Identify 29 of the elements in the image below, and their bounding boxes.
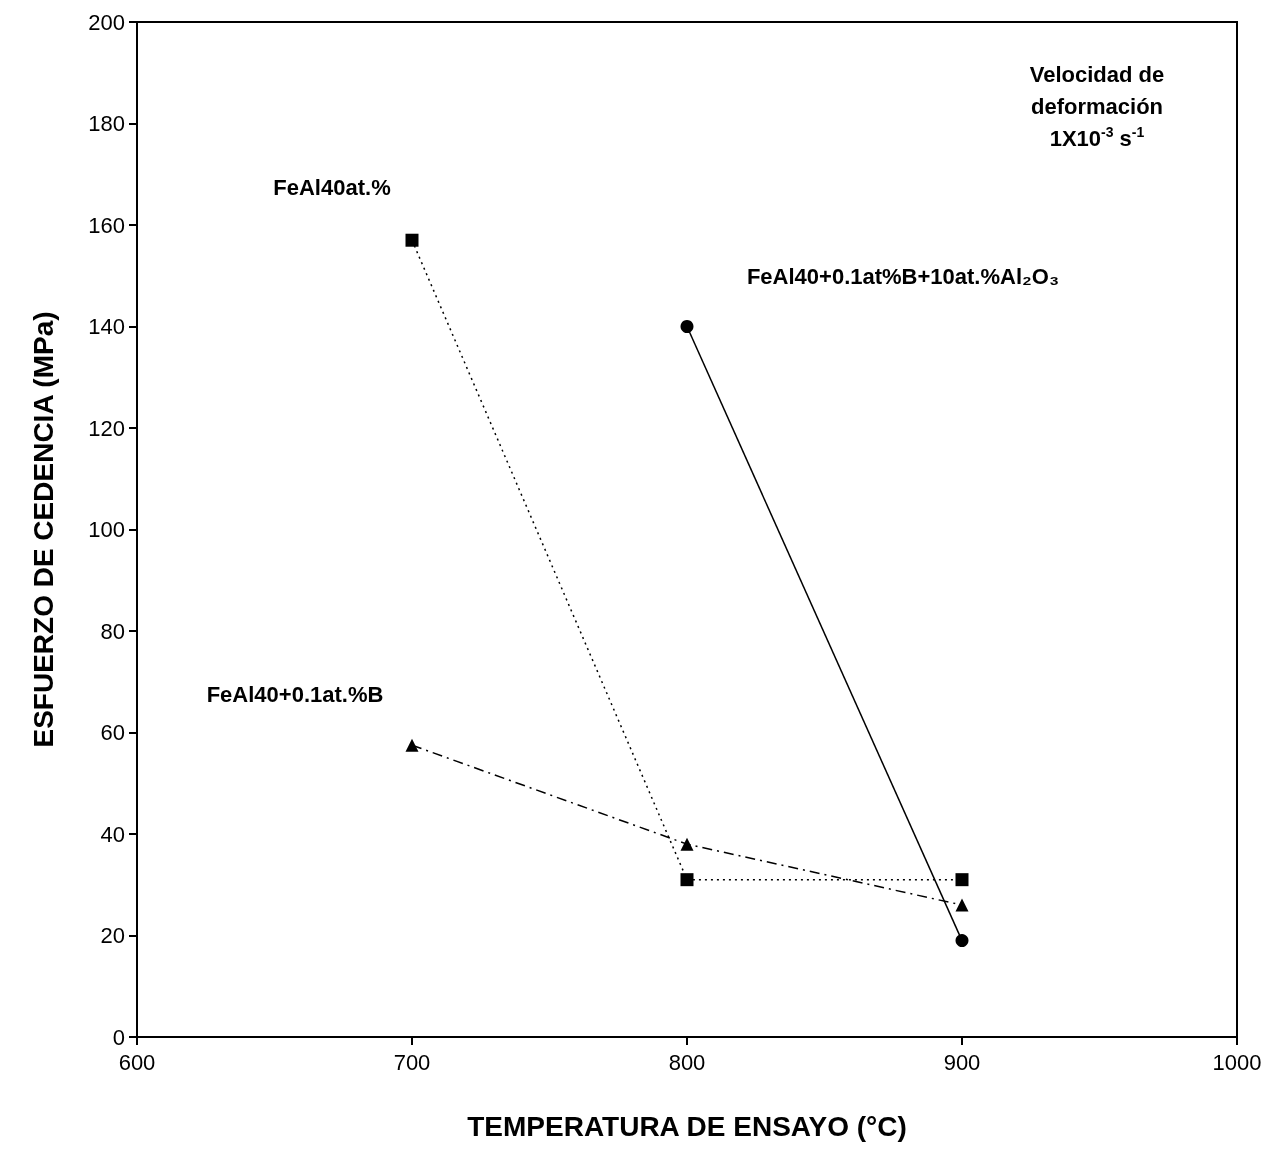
point xyxy=(955,898,969,912)
series-label: FeAl40+0.1at.%B xyxy=(206,682,384,708)
point xyxy=(680,320,694,333)
y-tick-label: 60 xyxy=(100,720,125,745)
y-tick-label: 80 xyxy=(100,618,125,644)
y-tick-label: 160 xyxy=(88,212,125,238)
point xyxy=(955,934,969,948)
y-tick-label: 140 xyxy=(88,314,125,339)
y-tick-label: 120 xyxy=(88,415,125,441)
point xyxy=(680,873,694,887)
y-tick-label: 0 xyxy=(112,1024,125,1050)
y-tick-label: 40 xyxy=(100,821,125,847)
x-tick-label: 700 xyxy=(393,1049,431,1075)
point xyxy=(405,233,419,247)
y-tick-label: 20 xyxy=(100,923,125,948)
x-tick-label: 1000 xyxy=(1212,1049,1262,1075)
text: FeAl40+0.1at%B+10at.%Al₂O₃ xyxy=(746,263,1060,289)
series-label: FeAl40at.% xyxy=(273,175,391,201)
point xyxy=(405,738,419,752)
x-axis-title: TEMPERATURA DE ENSAYO (°C) xyxy=(467,1110,907,1142)
y-tick-label: 200 xyxy=(88,9,125,35)
point xyxy=(680,837,694,851)
point xyxy=(955,873,969,887)
x-tick-label: 600 xyxy=(118,1049,156,1075)
y-tick-label: 100 xyxy=(88,517,125,542)
x-tick-label: 800 xyxy=(668,1049,706,1075)
y-tick-label: 180 xyxy=(88,111,125,136)
y-axis-title: ESFUERZO DE CEDENCIA (MPa) xyxy=(27,311,59,748)
x-tick-label: 900 xyxy=(943,1049,981,1075)
